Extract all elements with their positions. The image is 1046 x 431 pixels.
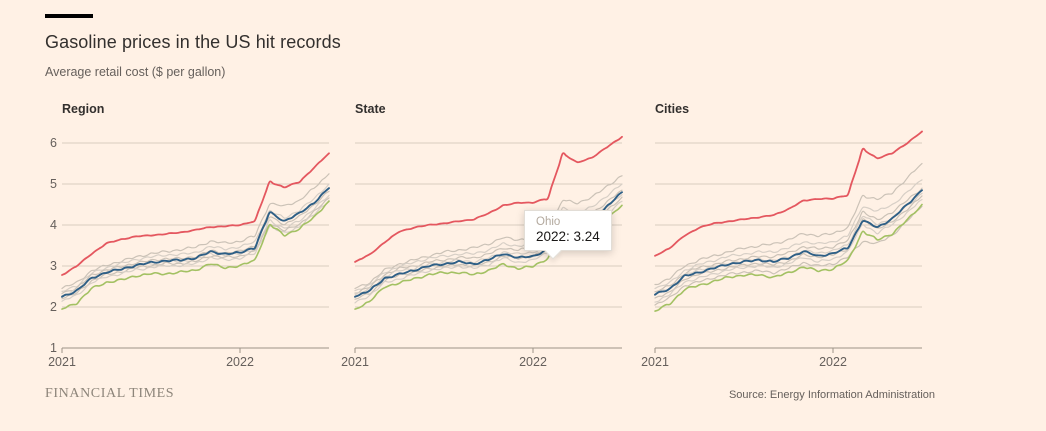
series-gray-line-1 [61, 173, 330, 290]
series-gray-line-7 [654, 205, 923, 306]
series-gray-line-5 [654, 195, 923, 299]
y-tick-label: 6 [50, 136, 57, 150]
series-gray-line-5 [61, 197, 330, 300]
tooltip-value: 2022: 3.24 [536, 229, 600, 244]
series-red-line [354, 135, 623, 263]
series-blue-line [654, 189, 923, 296]
series-gray-line-2 [654, 179, 923, 290]
tooltip: Ohio 2022: 3.24 [524, 210, 612, 260]
panel-title-cities: Cities [655, 102, 690, 116]
panel-cities: Cities 2021 2022 [638, 100, 940, 370]
tooltip-series-label: Ohio [536, 216, 561, 228]
region-line-chart[interactable]: 2021 2022 1 2 3 4 5 6 [45, 124, 347, 374]
y-tick-label: 5 [50, 177, 57, 191]
x-tick-label: 2022 [819, 355, 847, 369]
y-tick-label: 2 [50, 300, 57, 314]
series-blue-line [61, 187, 330, 298]
x-tick-label: 2022 [226, 355, 254, 369]
series-gray-line-6 [654, 199, 923, 303]
x-tick-label: 2021 [641, 355, 669, 369]
series-red-line [61, 152, 330, 276]
series-red-line [654, 130, 923, 257]
x-tick-label: 2021 [341, 355, 369, 369]
title-rule [45, 14, 93, 18]
series-gray-line-2 [61, 183, 330, 292]
series-gray-line-4 [61, 194, 330, 297]
panel-title-state: State [355, 102, 386, 116]
ft-logo: FINANCIAL TIMES [45, 386, 175, 401]
series-gray-line-1 [654, 162, 923, 286]
source-attribution: Source: Energy Information Administratio… [728, 389, 935, 401]
series-green-line [654, 203, 923, 312]
panel-region: Region 2021 2022 1 2 3 4 5 6 [45, 100, 347, 370]
x-tick-label: 2021 [48, 355, 76, 369]
page-title: Gasoline prices in the US hit records [45, 32, 341, 52]
panel-title-region: Region [62, 102, 105, 116]
cities-line-chart[interactable]: 2021 2022 [638, 124, 940, 374]
series-gray-line-3 [654, 187, 923, 293]
page-subtitle: Average retail cost ($ per gallon) [45, 65, 226, 79]
y-tick-label: 3 [50, 259, 57, 273]
y-tick-label: 4 [50, 218, 57, 232]
y-tick-label: 1 [50, 341, 57, 355]
series-gray-line-6 [61, 199, 330, 302]
series-green-line [61, 200, 330, 310]
series-gray-line-1 [354, 175, 623, 290]
x-tick-label: 2022 [519, 355, 547, 369]
